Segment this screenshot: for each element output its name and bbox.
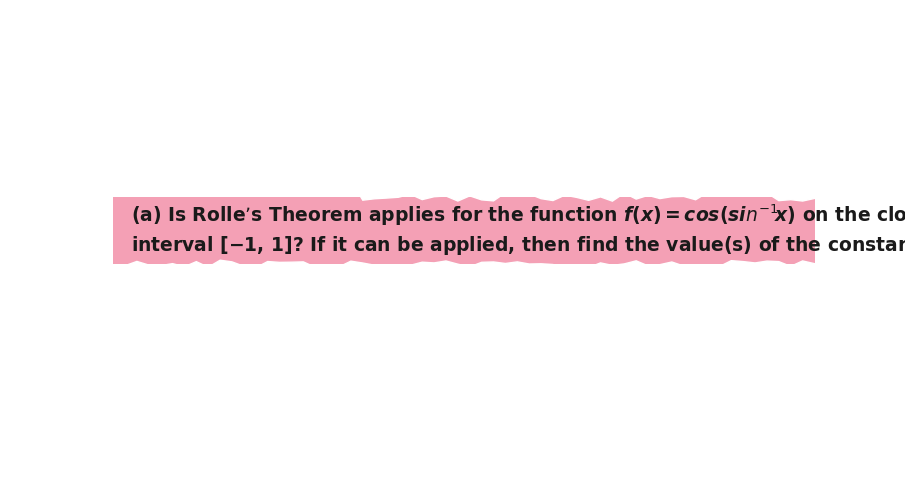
Polygon shape — [113, 260, 814, 443]
Bar — [797, 271, 814, 443]
Polygon shape — [113, 60, 814, 201]
Bar — [113, 197, 814, 264]
Text: $\mathbf{(a)}$ Is Rolle’s Theorem applies for the function $\boldsymbol{f(x) = c: $\mathbf{(a)}$ Is Rolle’s Theorem applie… — [130, 202, 905, 228]
Text: interval [−1, 1]? If it can be applied, then find the value(s) of the constant(s: interval [−1, 1]? If it can be applied, … — [130, 234, 905, 257]
